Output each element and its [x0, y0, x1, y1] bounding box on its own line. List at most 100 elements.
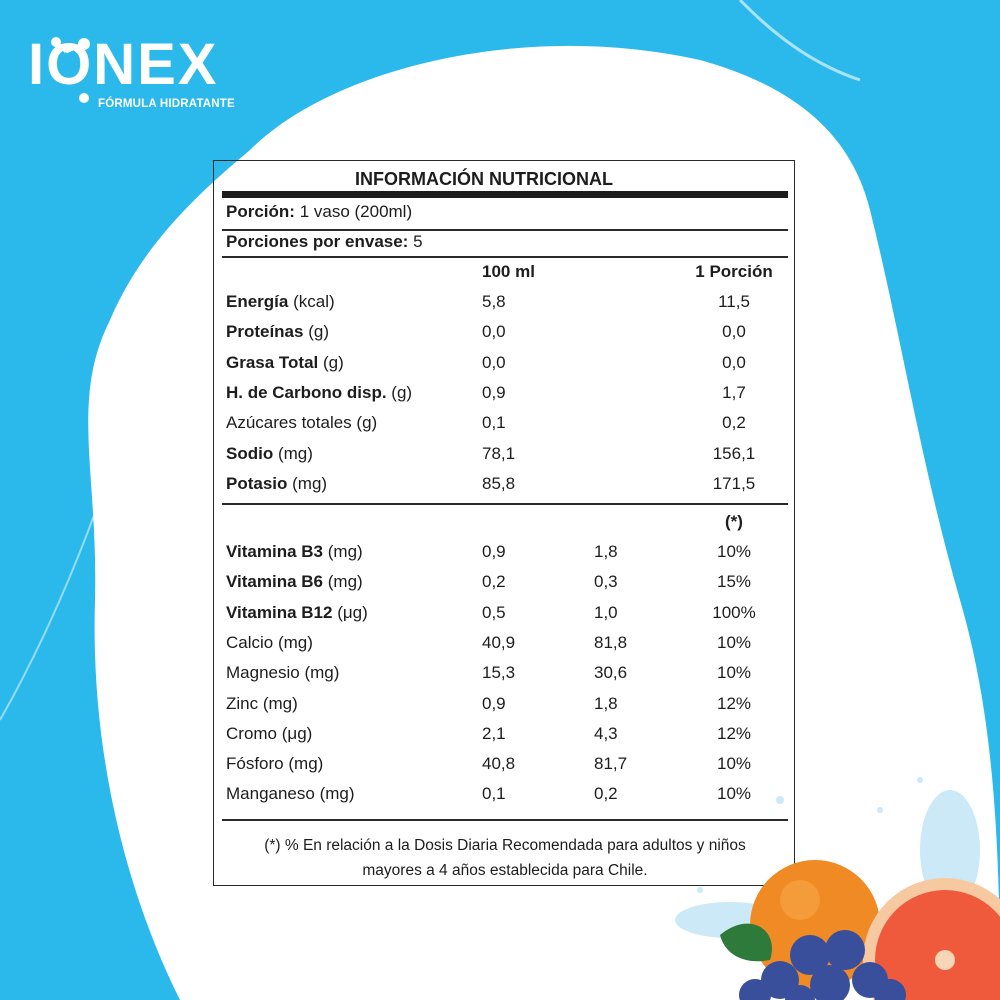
- divider: [222, 819, 788, 821]
- nutrient-unit: (g): [323, 352, 344, 372]
- portion-row: Porción: 1 vaso (200ml): [226, 202, 412, 222]
- value-daily-percent: 10%: [716, 542, 752, 561]
- nutrient-label: H. de Carbono disp. (g): [226, 383, 412, 403]
- value-daily-percent: 10%: [716, 663, 752, 683]
- nutrient-unit: (μg): [281, 723, 313, 743]
- value-portion: 4,3: [594, 723, 618, 743]
- nutrient-label: Vitamina B6 (mg): [226, 572, 363, 592]
- brand-logo: IONEX FÓRMULA HIDRATANTE: [28, 34, 248, 124]
- value-daily-percent: 12%: [716, 693, 752, 713]
- nutrient-label: Proteínas (g): [226, 322, 329, 342]
- value-portion: 81,8: [594, 632, 628, 652]
- value-100ml: 2,1: [482, 723, 506, 743]
- brand-tagline: FÓRMULA HIDRATANTE: [98, 98, 235, 110]
- nutrient-unit: (g): [356, 413, 378, 433]
- col-header-portion: 1 Porción: [695, 262, 773, 281]
- value-portion: 156,1: [712, 443, 756, 463]
- value-100ml: 0,1: [482, 784, 506, 804]
- portions-label: Porciones por envase:: [226, 232, 409, 251]
- title-divider: [222, 191, 788, 198]
- value-portion: 0,3: [594, 572, 618, 592]
- nutrient-unit: (mg): [292, 473, 328, 493]
- nutrient-label: Energía (kcal): [226, 292, 335, 312]
- nutrient-name: Cromo: [226, 723, 278, 743]
- divider: [222, 503, 788, 505]
- nutrient-name: H. de Carbono disp.: [226, 382, 387, 402]
- value-daily-percent: 12%: [716, 723, 752, 743]
- nutrient-name: Vitamina B6: [226, 572, 324, 592]
- nutrient-name: Manganeso: [226, 784, 315, 804]
- nutrient-label: Sodio (mg): [226, 444, 313, 464]
- divider: [222, 229, 788, 231]
- nutrient-name: Zinc: [226, 693, 259, 713]
- value-100ml: 15,3: [482, 663, 516, 683]
- nutrient-name: Azúcares totales: [226, 413, 352, 433]
- nutrient-label: Fósforo (mg): [226, 754, 323, 774]
- value-daily-percent: 15%: [716, 572, 752, 592]
- value-daily-percent: 10%: [716, 754, 752, 774]
- nutrient-unit: (mg): [304, 663, 340, 683]
- value-100ml: 0,1: [482, 413, 506, 433]
- value-portion: 81,7: [594, 754, 628, 774]
- nutrient-label: Magnesio (mg): [226, 663, 339, 683]
- value-portion: 1,8: [594, 693, 618, 713]
- value-portion: 1,0: [594, 602, 618, 622]
- portion-value: 1 vaso (200ml): [299, 202, 413, 221]
- nutrient-label: Vitamina B3 (mg): [226, 542, 363, 562]
- nutrient-unit: (mg): [262, 693, 298, 713]
- value-portion: 0,0: [722, 322, 746, 342]
- value-daily-percent: 100%: [712, 602, 756, 622]
- value-100ml: 40,8: [482, 754, 516, 774]
- nutrient-name: Energía: [226, 292, 289, 311]
- footnote: (*) % En relación a la Dosis Diaria Reco…: [222, 833, 788, 883]
- nutrient-label: Grasa Total (g): [226, 353, 344, 373]
- nutrient-label: Vitamina B12 (μg): [226, 603, 368, 623]
- portions-row: Porciones por envase: 5: [226, 232, 423, 252]
- nutrient-unit: (g): [308, 322, 329, 342]
- value-portion: 11,5: [718, 292, 750, 311]
- fruit-illustration: [675, 777, 1000, 1000]
- footnote-line: mayores a 4 años establecida para Chile.: [362, 862, 648, 879]
- nutrient-unit: (mg): [288, 754, 324, 774]
- nutrient-unit: (g): [391, 382, 413, 402]
- nutrient-name: Proteínas: [226, 322, 304, 342]
- panel-title: INFORMACIÓN NUTRICIONAL: [355, 169, 613, 189]
- leaf-icon: [720, 923, 772, 962]
- molecule-icon: [51, 37, 90, 103]
- value-portion: 30,6: [594, 663, 628, 683]
- value-daily-percent: 10%: [716, 784, 752, 804]
- value-100ml: 40,9: [482, 632, 516, 652]
- nutrition-facts-panel: INFORMACIÓN NUTRICIONAL Porción: 1 vaso …: [213, 160, 795, 886]
- nutrient-name: Sodio: [226, 443, 274, 463]
- brand-name: IONEX: [28, 32, 219, 97]
- nutrient-unit: (μg): [337, 602, 368, 622]
- nutrient-unit: (mg): [327, 572, 363, 592]
- value-100ml: 0,5: [482, 602, 506, 622]
- nutrient-name: Potasio: [226, 473, 288, 493]
- nutrient-label: Zinc (mg): [226, 694, 298, 714]
- nutrient-name: Fósforo: [226, 754, 284, 774]
- value-100ml: 0,2: [482, 572, 506, 592]
- nutrient-name: Vitamina B12: [226, 602, 333, 622]
- portion-label: Porción:: [226, 202, 295, 221]
- nutrient-label: Calcio (mg): [226, 633, 313, 653]
- portions-value: 5: [413, 232, 423, 251]
- value-100ml: 5,8: [482, 292, 506, 311]
- nutrient-label: Azúcares totales (g): [226, 413, 377, 433]
- divider: [222, 256, 788, 258]
- nutrient-unit: (mg): [327, 542, 363, 561]
- nutrient-name: Calcio: [226, 632, 274, 652]
- nutrient-name: Grasa Total: [226, 352, 319, 372]
- value-portion: 0,2: [722, 413, 746, 433]
- nutrient-name: Vitamina B3: [226, 542, 324, 561]
- value-portion: 1,7: [722, 382, 746, 402]
- value-100ml: 0,9: [482, 542, 506, 561]
- value-100ml: 0,0: [482, 322, 506, 342]
- nutrient-unit: (kcal): [293, 292, 335, 311]
- nutrient-label: Cromo (μg): [226, 724, 312, 744]
- col-header-dd: (*): [725, 512, 743, 531]
- value-100ml: 0,9: [482, 693, 506, 713]
- value-100ml: 78,1: [482, 443, 516, 463]
- grapefruit-icon: [863, 878, 1000, 1000]
